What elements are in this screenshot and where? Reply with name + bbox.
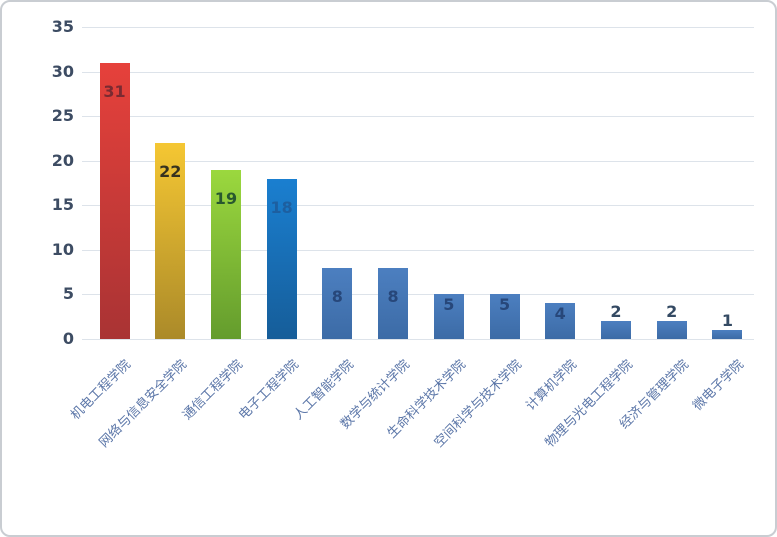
bar-value-label: 8 [387,286,399,306]
gridline [82,71,754,73]
bar [433,294,464,339]
y-axis-tick-label: 5 [62,284,74,304]
bar [712,330,743,339]
gridline [82,249,754,251]
x-axis-category-label: 微电子学院 [690,357,748,414]
bar [378,267,409,339]
x-axis-category-label: 计算机学院 [523,357,581,414]
bar-value-label: 1 [721,311,733,331]
bar-value-label: 5 [498,295,511,315]
gridline [82,116,754,118]
y-axis-tick-label: 10 [51,239,74,259]
gridline [82,294,754,296]
bar-value-label: 2 [610,302,622,322]
gridline [82,339,754,340]
bar-value-label: 18 [270,197,293,217]
gridline [82,27,754,28]
bar [99,62,130,339]
bar-value-label: 2 [666,302,678,322]
bar-value-label: 8 [331,286,343,306]
bar-value-label: 4 [554,304,566,324]
bar [656,321,687,339]
gridline [82,160,754,162]
y-axis-tick-label: 20 [51,150,74,170]
bar-value-label: 5 [443,295,455,315]
y-axis-tick-label: 25 [51,106,74,126]
bar-value-label: 19 [214,188,238,208]
y-axis-tick-label: 15 [51,195,74,215]
y-axis-tick-label: 30 [51,61,74,81]
y-axis-tick-label: 35 [51,17,74,36]
bar [266,178,297,339]
bar-value-label: 22 [159,161,182,181]
bar [322,267,353,339]
gridline [82,205,754,207]
bar [210,169,241,339]
bar [489,294,520,339]
bar-value-label: 31 [103,81,126,101]
bar [545,303,576,339]
bar [600,321,631,339]
bar [155,142,186,339]
y-axis-tick-label: 0 [62,329,74,348]
